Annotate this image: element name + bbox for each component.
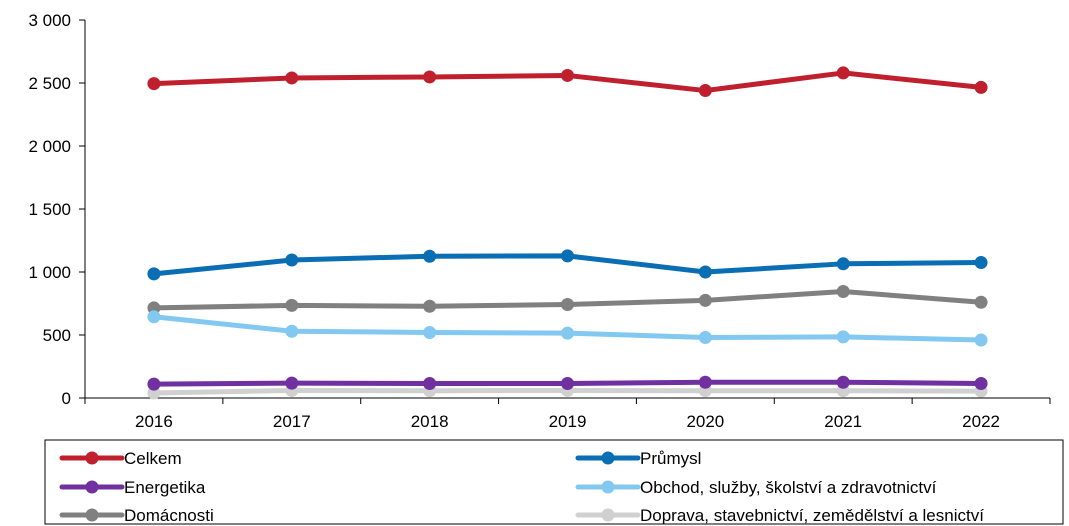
- x-tick-label: 2018: [411, 412, 449, 431]
- legend-label: Obchod, služby, školství a zdravotnictví: [640, 478, 937, 497]
- data-point: [974, 256, 988, 270]
- data-point: [423, 325, 437, 339]
- y-tick-label: 2 000: [28, 137, 71, 156]
- data-point: [423, 70, 437, 84]
- x-tick-label: 2016: [135, 412, 173, 431]
- y-tick-label: 3 000: [28, 11, 71, 30]
- data-point: [974, 377, 988, 391]
- legend: Celkem Průmysl Energetika Obchod, služby, š…: [44, 439, 1064, 525]
- x-tick-label: 2020: [686, 412, 724, 431]
- data-point: [561, 326, 574, 340]
- data-point: [147, 77, 161, 91]
- data-point: [423, 377, 437, 391]
- axes-layer: 0 500 1 000 1 500 2 000 2 500 3 000 2016 2017 201…: [28, 11, 1051, 431]
- data-point: [836, 257, 850, 271]
- data-point: [836, 66, 850, 80]
- data-point: [423, 249, 437, 263]
- data-point: [698, 375, 712, 389]
- data-point: [561, 298, 574, 312]
- data-point: [698, 293, 712, 307]
- data-point: [561, 249, 574, 263]
- x-tick-label: 2017: [273, 412, 311, 431]
- data-point: [974, 295, 988, 309]
- data-point: [836, 285, 850, 299]
- data-point: [285, 253, 299, 267]
- y-tick-label: 1 000: [28, 263, 71, 282]
- legend-label: Celkem: [124, 449, 182, 468]
- x-tick-label: 2021: [824, 412, 862, 431]
- x-tick-label: 2019: [549, 412, 587, 431]
- data-point: [974, 80, 988, 94]
- data-point: [285, 298, 299, 312]
- data-point: [698, 331, 712, 345]
- legend-swatch-marker: [601, 480, 615, 494]
- data-point: [147, 310, 161, 324]
- y-tick-label: 1 500: [28, 200, 71, 219]
- legend-swatch-marker: [85, 451, 99, 465]
- data-point: [147, 377, 161, 391]
- legend-swatch-marker: [601, 508, 615, 522]
- legend-swatch-marker: [85, 508, 99, 522]
- legend-label: Průmysl: [640, 449, 701, 468]
- legend-label: Doprava, stavebnictví, zemědělství a les…: [640, 506, 984, 525]
- y-tick-label: 0: [62, 389, 71, 408]
- data-point: [285, 324, 299, 338]
- data-point: [561, 68, 574, 82]
- data-point: [698, 265, 712, 279]
- series-layer: [147, 66, 988, 400]
- data-point: [561, 377, 574, 391]
- y-tick-label: 2 500: [28, 74, 71, 93]
- data-point: [836, 375, 850, 389]
- data-point: [285, 71, 299, 85]
- y-tick-label: 500: [43, 326, 71, 345]
- legend-label: Energetika: [124, 478, 206, 497]
- data-point: [423, 299, 437, 313]
- legend-box: [44, 439, 1064, 525]
- data-point: [147, 267, 161, 281]
- data-point: [974, 333, 988, 347]
- legend-swatch-marker: [85, 480, 99, 494]
- legend-swatch-marker: [601, 451, 615, 465]
- data-point: [285, 376, 299, 390]
- x-tick-label: 2022: [962, 412, 1000, 431]
- data-point: [698, 84, 712, 98]
- data-point: [836, 330, 850, 344]
- legend-label: Domácnosti: [124, 506, 214, 525]
